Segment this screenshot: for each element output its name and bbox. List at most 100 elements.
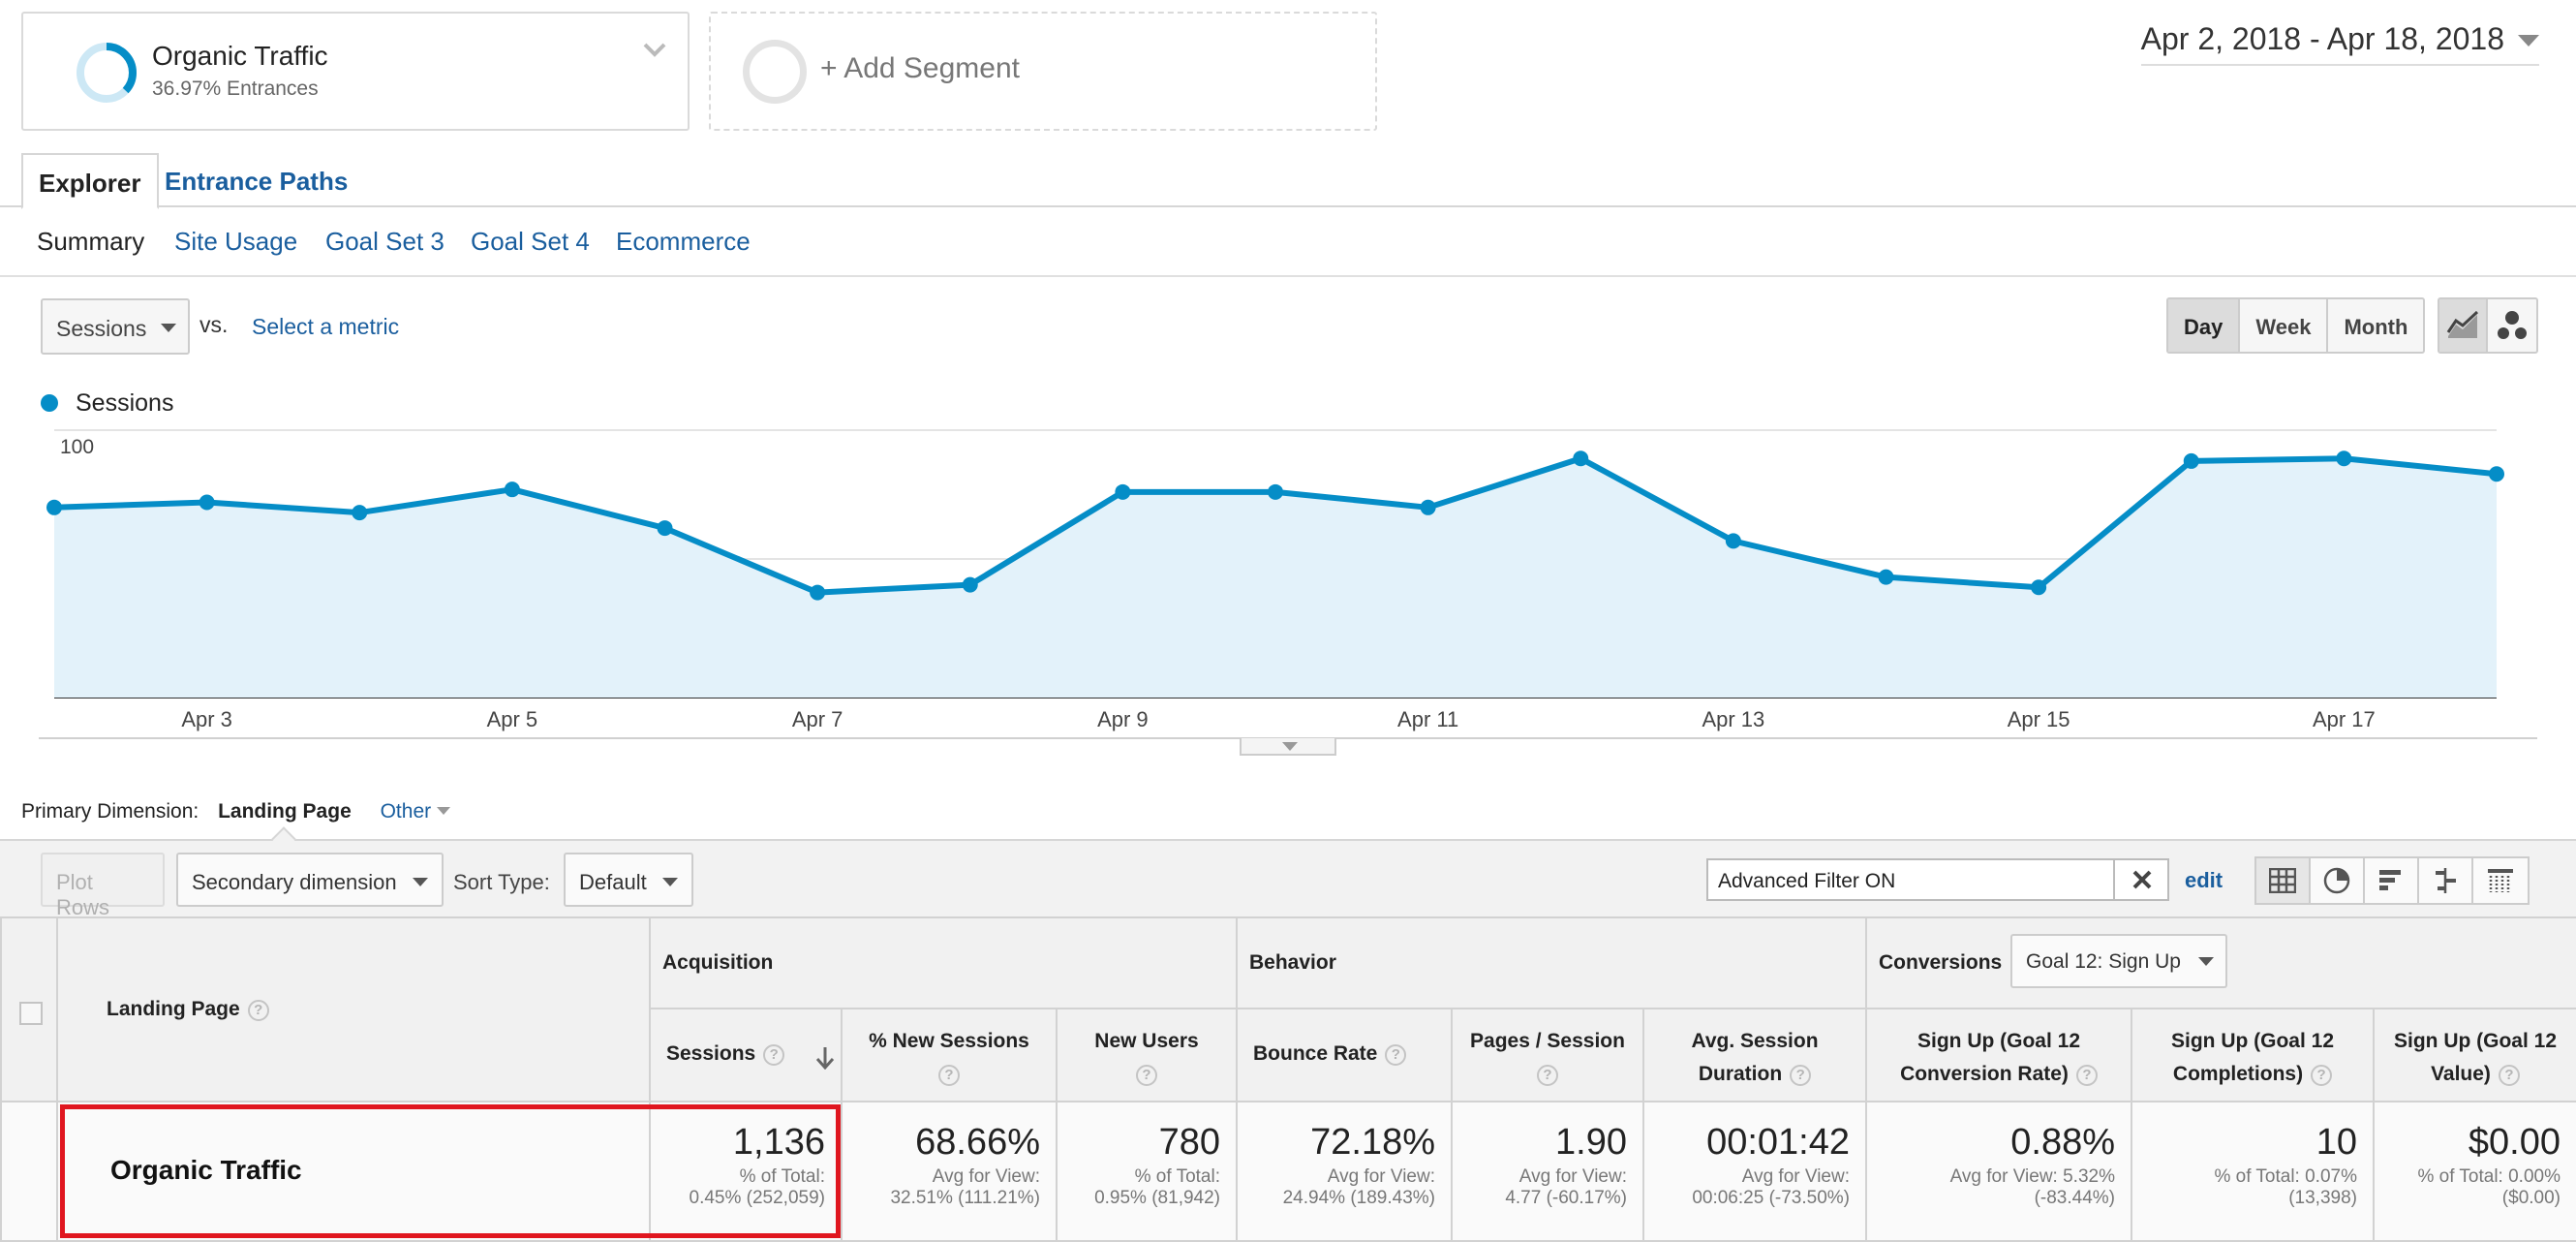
help-icon[interactable]: ? [1537,1065,1558,1086]
select-all-checkbox[interactable] [19,1002,43,1025]
data-point-apr-9[interactable] [1115,483,1131,500]
x-tick-label: Apr 7 [792,707,843,731]
chart-collapse-handle[interactable] [1240,738,1336,756]
pages-session-sub-2: 4.77 (-60.17%) [1505,1188,1627,1208]
subtab-goal-set-4[interactable]: Goal Set 4 [471,227,590,256]
line-chart-icon [2446,311,2479,338]
conversions-label: Conversions [1879,951,2003,974]
secondary-dimension-select[interactable]: Secondary dimension [176,853,444,907]
help-icon[interactable]: ? [2498,1065,2520,1086]
plot-rows-button[interactable]: Plot Rows [41,853,165,919]
row-checkbox-cell [0,1102,58,1242]
landing-page-header-label: Landing Page [107,998,240,1020]
col-pages-session-header[interactable]: Pages / Session? [1453,1009,1644,1102]
col-goal-completions-header[interactable]: Sign Up (Goal 12 Completions)? [2132,1009,2375,1102]
edit-filter-link[interactable]: edit [2185,868,2223,892]
goal-select[interactable]: Goal 12: Sign Up [2010,934,2227,988]
avg-session-duration-sub-1: Avg for View: [1741,1166,1850,1187]
data-point-apr-10[interactable] [1268,483,1283,500]
segment-card-organic-traffic[interactable]: Organic Traffic 36.97% Entrances [21,12,690,131]
tab-explorer[interactable]: Explorer [21,153,159,209]
series-swatch [41,394,58,412]
goal-value-sub-2: ($0.00) [2501,1188,2561,1208]
help-icon[interactable]: ? [2311,1065,2333,1086]
sort-type-select[interactable]: Default [564,853,693,907]
comparison-view-button[interactable] [2419,858,2473,903]
help-icon[interactable]: ? [1385,1044,1407,1066]
period-month-button[interactable]: Month [2344,315,2408,339]
landing-page-header[interactable]: Landing Page? [58,916,651,1102]
table-view-toggle [2254,856,2530,905]
col-new-users-label: New Users [1094,1030,1199,1052]
help-icon[interactable]: ? [763,1044,785,1066]
data-point-apr-12[interactable] [1573,450,1589,467]
subtab-goal-set-3[interactable]: Goal Set 3 [325,227,445,256]
data-point-apr-7[interactable] [810,584,826,601]
tab-entrance-paths[interactable]: Entrance Paths [165,167,349,196]
select-metric-link[interactable]: Select a metric [252,314,400,339]
avg-session-duration-value: 00:01:42 [1706,1122,1850,1163]
x-tick-label: Apr 9 [1097,707,1149,731]
data-point-apr-15[interactable] [2031,579,2047,596]
performance-view-button[interactable] [2365,858,2419,903]
period-week-button[interactable]: Week [2240,299,2329,352]
pivot-view-button[interactable] [2473,858,2528,903]
subtab-ecommerce[interactable]: Ecommerce [616,227,751,256]
caret-down-icon [1282,742,1298,751]
clear-filter-button[interactable] [2113,858,2169,901]
col-new-users-header[interactable]: New Users? [1058,1009,1238,1102]
col-sessions-header[interactable]: Sessions? [651,1009,843,1102]
chevron-down-icon[interactable] [637,33,672,68]
metric-select[interactable]: Sessions [41,298,190,355]
row-organic-traffic-label[interactable]: Organic Traffic [58,1102,651,1242]
motion-chart-button[interactable] [2488,299,2536,352]
table-cell-goal-conversion-rate: 0.88% Avg for View: 5.32% (-83.44%) [1867,1102,2132,1242]
col-goal-value-header[interactable]: Sign Up (Goal 12 Value)? [2375,1009,2576,1102]
new-sessions-value: 68.66% [915,1122,1040,1163]
subtab-site-usage[interactable]: Site Usage [174,227,298,256]
data-point-apr-6[interactable] [657,520,673,537]
add-segment-button[interactable]: + Add Segment [709,12,1377,131]
data-point-apr-8[interactable] [962,576,978,593]
help-icon[interactable]: ? [247,1000,269,1021]
subtab-summary[interactable]: Summary [37,227,145,256]
help-icon[interactable]: ? [1136,1065,1157,1086]
help-icon[interactable]: ? [938,1065,960,1086]
primary-dimension-landing-page[interactable]: Landing Page [218,800,352,823]
data-point-apr-14[interactable] [1878,569,1894,585]
data-table-view-button[interactable] [2256,858,2311,903]
data-point-apr-3[interactable] [199,494,215,511]
col-avg-session-duration-header[interactable]: Avg. Session Duration? [1644,1009,1867,1102]
data-point-apr-18[interactable] [2489,466,2504,482]
data-point-apr-17[interactable] [2336,450,2352,467]
chart-legend: Sessions [41,389,173,418]
date-range-picker[interactable]: Apr 2, 2018 - Apr 18, 2018 [2140,17,2539,66]
data-point-apr-16[interactable] [2183,452,2199,469]
acquisition-group-header: Acquisition [651,916,1238,1009]
new-users-value: 780 [1158,1122,1220,1163]
period-day-button[interactable]: Day [2168,299,2241,352]
col-bounce-rate-label: Bounce Rate [1253,1042,1378,1065]
help-icon[interactable]: ? [1790,1065,1812,1086]
goal-select-value: Goal 12: Sign Up [2026,950,2181,973]
sort-type-label: Sort Type: [453,870,550,894]
new-users-sub-2: 0.95% (81,942) [1094,1188,1220,1208]
data-point-apr-5[interactable] [504,481,520,498]
data-point-apr-13[interactable] [1725,533,1741,549]
col-avg-session-duration-label-1: Avg. Session [1691,1030,1819,1052]
col-goal-conversion-rate-header[interactable]: Sign Up (Goal 12 Conversion Rate)? [1867,1009,2132,1102]
data-point-apr-2[interactable] [46,499,62,515]
line-chart-button[interactable] [2439,299,2488,352]
pie-view-button[interactable] [2311,858,2365,903]
data-point-apr-4[interactable] [352,505,368,521]
data-point-apr-11[interactable] [1420,499,1436,515]
table-cell-bounce-rate: 72.18% Avg for View: 24.94% (189.43%) [1238,1102,1453,1242]
advanced-filter-input[interactable]: Advanced Filter ON [1706,858,2169,901]
col-goal-completions-label-2: Completions) [2172,1063,2304,1085]
col-new-sessions-header[interactable]: % New Sessions? [843,1009,1058,1102]
col-bounce-rate-header[interactable]: Bounce Rate? [1238,1009,1453,1102]
help-icon[interactable]: ? [2075,1065,2098,1086]
date-range-text: Apr 2, 2018 - Apr 18, 2018 [2140,21,2504,56]
primary-dimension-other[interactable]: Other [381,800,451,823]
close-icon [2132,870,2152,889]
